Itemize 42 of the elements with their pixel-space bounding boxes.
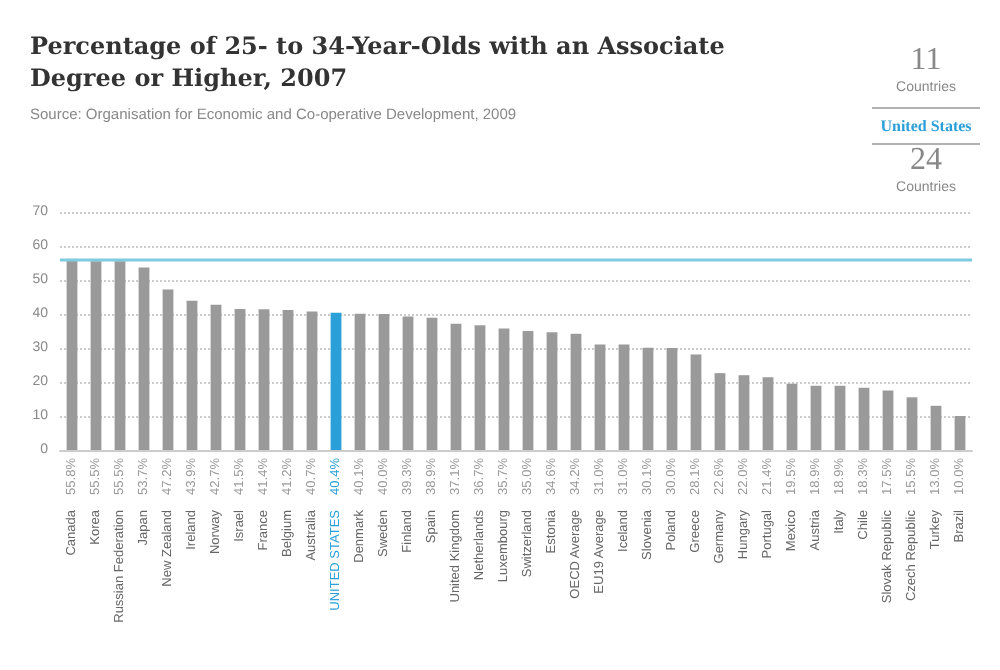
bar xyxy=(522,331,534,450)
bar xyxy=(330,312,342,450)
bar xyxy=(810,385,822,450)
chart-title: Percentage of 25- to 34-Year-Olds with an Associate Degree or Higher, 2007 xyxy=(30,32,726,92)
bar xyxy=(138,267,150,450)
bar xyxy=(354,313,366,450)
bar xyxy=(570,333,582,450)
text: 24 xyxy=(910,143,942,177)
bar xyxy=(474,325,486,450)
bar xyxy=(954,416,966,450)
bar xyxy=(906,397,918,450)
bar xyxy=(66,260,78,450)
bar xyxy=(762,377,774,450)
text: United States xyxy=(880,117,972,135)
bar xyxy=(90,261,102,450)
bar xyxy=(618,344,630,450)
bar xyxy=(498,328,510,450)
bar xyxy=(786,383,798,450)
bar xyxy=(426,317,438,450)
bar xyxy=(714,373,726,450)
bar xyxy=(930,405,942,450)
bar xyxy=(642,347,654,450)
bar xyxy=(450,323,462,450)
bar xyxy=(114,261,126,450)
bar xyxy=(594,344,606,450)
bar xyxy=(666,348,678,450)
bar xyxy=(162,289,174,450)
bar xyxy=(834,385,846,450)
bar xyxy=(738,375,750,450)
bar xyxy=(210,304,222,450)
bar xyxy=(282,309,294,450)
bar xyxy=(234,308,246,450)
text: 11 xyxy=(910,43,942,77)
bar xyxy=(378,314,390,450)
bar xyxy=(690,354,702,450)
bar xyxy=(258,309,270,450)
bar xyxy=(402,316,414,450)
bar xyxy=(546,332,558,450)
bar xyxy=(882,390,894,450)
bar xyxy=(306,311,318,450)
bar xyxy=(858,387,870,450)
bar xyxy=(186,300,198,450)
